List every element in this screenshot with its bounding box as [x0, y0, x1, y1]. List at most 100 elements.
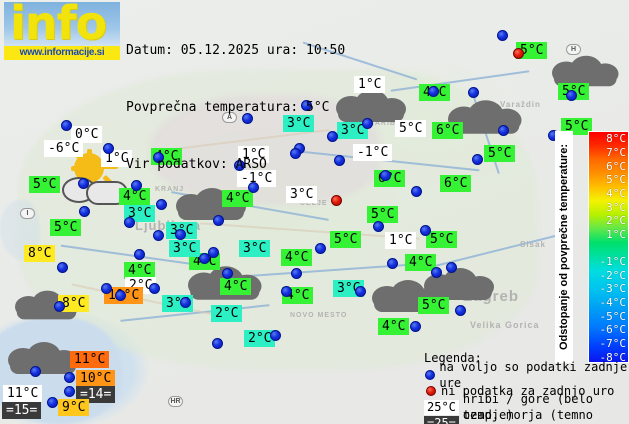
temperature-deviation-label: 2°C [244, 330, 276, 347]
cloud-puff [426, 284, 492, 300]
header-info-block: Datum: 05.12.2025 ura: 10:50 Povprečna t… [126, 3, 345, 212]
station-marker[interactable] [47, 397, 58, 408]
station-marker[interactable] [315, 243, 326, 254]
temperature-deviation-label: 6°C [440, 175, 472, 192]
station-marker[interactable] [101, 283, 112, 294]
station-marker[interactable] [355, 286, 366, 297]
station-marker[interactable] [327, 131, 338, 142]
cloud-icon [552, 52, 620, 90]
station-marker[interactable] [199, 253, 210, 264]
temperature-deviation-label: 4°C [124, 262, 156, 279]
station-marker[interactable] [78, 178, 89, 189]
station-marker[interactable] [497, 30, 508, 41]
sun-behind-cloud-icon [58, 149, 134, 209]
station-marker[interactable] [208, 247, 219, 258]
station-marker[interactable] [455, 305, 466, 316]
station-marker[interactable] [64, 372, 75, 383]
station-marker[interactable] [380, 170, 391, 181]
site-logo[interactable]: info www.informacije.si [4, 2, 120, 60]
legend-title: Legenda: [424, 351, 482, 365]
station-marker[interactable] [149, 283, 160, 294]
temperature-deviation-label: 4°C [281, 249, 313, 266]
station-marker[interactable] [131, 180, 142, 191]
header-data-source: Vir podatkov: ARSO [126, 157, 267, 172]
station-marker[interactable] [212, 338, 223, 349]
station-marker[interactable] [54, 301, 65, 312]
station-marker[interactable] [428, 86, 439, 97]
station-marker[interactable] [281, 286, 292, 297]
station-marker[interactable] [420, 225, 431, 236]
station-marker[interactable] [30, 366, 41, 377]
temperature-deviation-label: 3°C [283, 115, 315, 132]
scale-tick: -4°C [599, 296, 627, 310]
station-marker[interactable] [79, 206, 90, 217]
mountain-temperature-label: 11°C [3, 385, 43, 402]
station-marker[interactable] [213, 215, 224, 226]
station-marker[interactable] [270, 330, 281, 341]
logo-wordmark: info [10, 2, 107, 50]
station-marker-no-data[interactable] [513, 48, 524, 59]
station-marker[interactable] [61, 120, 72, 131]
scale-tick: -7°C [599, 337, 627, 351]
station-marker[interactable] [411, 186, 422, 197]
station-marker[interactable] [222, 268, 233, 279]
station-marker[interactable] [180, 297, 191, 308]
temperature-deviation-label: 9°C [58, 399, 90, 416]
station-marker[interactable] [234, 160, 245, 171]
station-marker[interactable] [103, 143, 114, 154]
temperature-deviation-label: 5°C [561, 118, 593, 135]
station-marker[interactable] [242, 113, 253, 124]
mountain-temperature-label: 1°C [238, 146, 270, 163]
station-marker-no-data[interactable] [331, 195, 342, 206]
legend-row-label: na voljo so podatki zadnje ure [439, 360, 628, 390]
station-marker[interactable] [468, 87, 479, 98]
station-marker[interactable] [115, 290, 126, 301]
temperature-deviation-label: 3°C [239, 240, 271, 257]
scale-tick: -8°C [599, 350, 627, 364]
station-marker[interactable] [334, 155, 345, 166]
station-marker[interactable] [291, 268, 302, 279]
scale-tick: 5°C [606, 173, 626, 187]
station-marker[interactable] [153, 152, 164, 163]
station-marker[interactable] [373, 221, 384, 232]
temperature-deviation-label: 4°C [220, 278, 252, 295]
blue-dot-icon [424, 370, 435, 380]
station-marker[interactable] [57, 262, 68, 273]
legend-row: 25°C hribi / gore (belo ozadje) [424, 392, 629, 422]
legend-chip: 25°C [424, 399, 459, 415]
red-dot-icon [424, 386, 437, 396]
station-marker[interactable] [362, 118, 373, 129]
station-marker[interactable] [566, 90, 577, 101]
temperature-deviation-scale: Odstopanje od povprečne temperature: 8°C… [555, 131, 629, 364]
sea-temperature-label: =14= [76, 386, 116, 403]
road-marker: I [20, 208, 35, 219]
mountain-temperature-label: 5°C [395, 120, 427, 137]
scale-tick: 6°C [606, 159, 626, 173]
temperature-deviation-label: 8°C [58, 295, 90, 312]
station-marker[interactable] [431, 267, 442, 278]
temperature-deviation-label: 5°C [367, 206, 399, 223]
legend-row: na voljo so podatki zadnje ure [424, 360, 629, 390]
legend-row-label: hribi / gore (belo ozadje) [462, 392, 593, 422]
station-marker[interactable] [290, 148, 301, 159]
sun-ray [71, 166, 87, 171]
station-marker[interactable] [248, 182, 259, 193]
station-marker[interactable] [301, 100, 312, 111]
temperature-deviation-label: 5°C [29, 176, 61, 193]
station-marker[interactable] [498, 125, 509, 136]
scale-tick: 4°C [606, 186, 626, 200]
station-marker[interactable] [472, 154, 483, 165]
header-date-time: Datum: 05.12.2025 ura: 10:50 [126, 43, 346, 58]
station-marker[interactable] [134, 249, 145, 260]
station-marker[interactable] [156, 199, 167, 210]
mountain-temperature-label: 1°C [385, 232, 417, 249]
station-marker[interactable] [446, 262, 457, 273]
station-marker[interactable] [64, 386, 75, 397]
station-marker[interactable] [387, 258, 398, 269]
temperature-deviation-label: 8°C [24, 245, 56, 262]
station-marker[interactable] [410, 321, 421, 332]
station-marker[interactable] [124, 217, 135, 228]
station-marker[interactable] [153, 230, 164, 241]
station-marker[interactable] [175, 229, 186, 240]
sun-ray [87, 149, 92, 163]
